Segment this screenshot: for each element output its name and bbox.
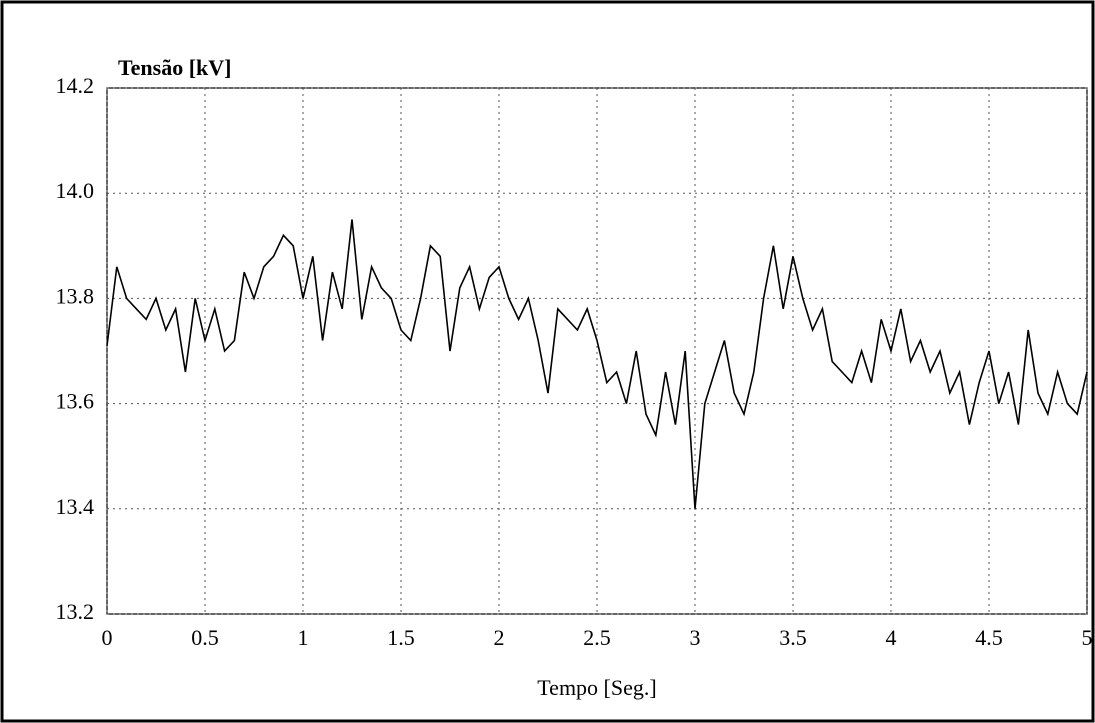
x-tick-label: 2.5 [583,625,611,650]
y-tick-label: 13.2 [56,599,95,624]
x-tick-label: 5 [1082,625,1093,650]
y-tick-label: 13.4 [56,494,95,519]
x-tick-label: 4 [886,625,897,650]
x-axis-label: Tempo [Seg.] [537,675,656,700]
x-tick-label: 2 [494,625,505,650]
y-tick-label: 14.2 [56,73,95,98]
x-tick-label: 1.5 [387,625,415,650]
y-tick-label: 13.8 [56,283,95,308]
chart-title: Tensão [kV] [118,55,232,80]
x-tick-label: 3 [690,625,701,650]
x-tick-label: 4.5 [975,625,1003,650]
x-tick-label: 0.5 [191,625,219,650]
voltage-line [106,219,1088,509]
x-tick-label: 0 [102,625,113,650]
x-tick-label: 3.5 [779,625,807,650]
x-tick-label: 1 [298,625,309,650]
y-tick-label: 13.6 [56,389,95,414]
y-tick-label: 14.0 [56,178,95,203]
